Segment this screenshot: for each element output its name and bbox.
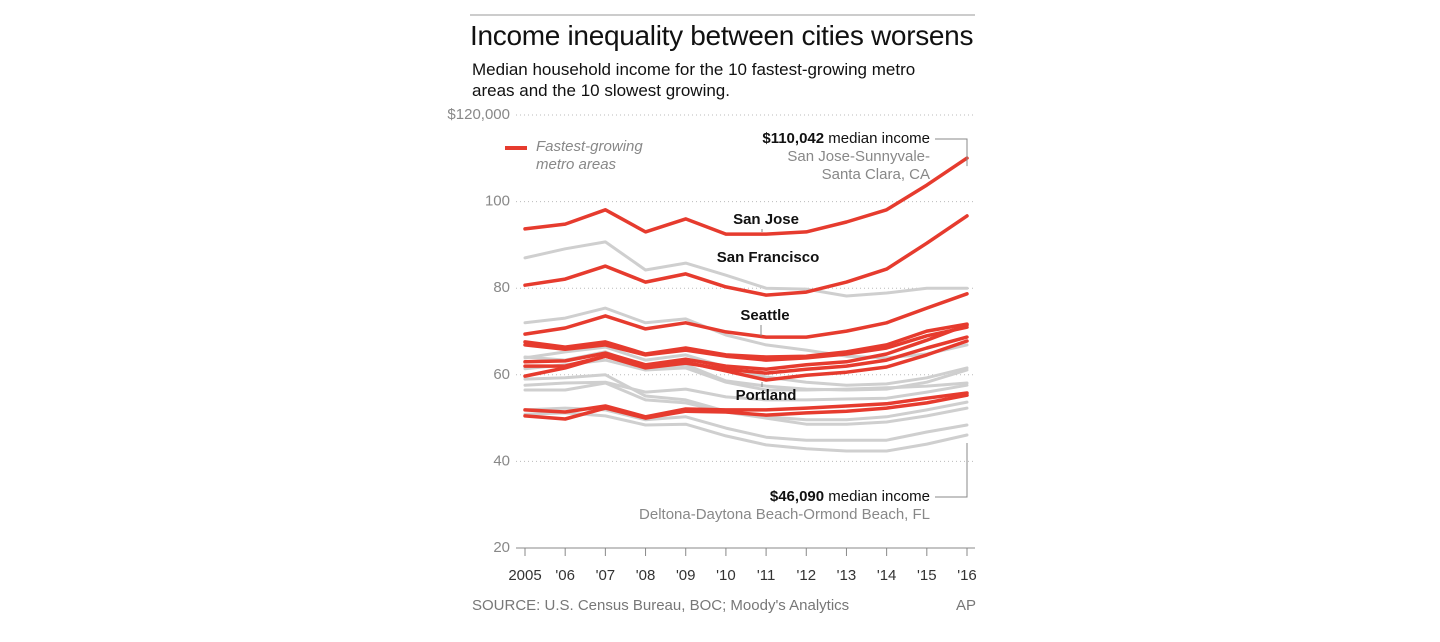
x-tick-label: '06	[555, 567, 575, 584]
series-line	[523, 214, 969, 297]
x-tick-label: '16	[957, 567, 977, 584]
chart-title: Income inequality between cities worsens	[470, 20, 974, 51]
series-line	[523, 411, 969, 453]
series-line	[523, 156, 969, 236]
annotation-connector	[935, 138, 968, 167]
annotation-connector	[935, 443, 968, 498]
series-line	[523, 240, 969, 298]
annotation-place: San Jose-Sunnyvale-Santa Clara, CA	[787, 148, 930, 183]
series-label: Portland	[736, 387, 797, 404]
x-tick-label: '09	[676, 567, 696, 584]
x-tick-label: '10	[716, 567, 736, 584]
x-tick-label: '07	[596, 567, 616, 584]
annotation-value: $46,090	[769, 488, 825, 505]
y-tick-label: 100	[485, 193, 510, 210]
chart-subtitle: Median household income for the 10 faste…	[472, 60, 916, 100]
series-label: San Jose	[733, 211, 799, 228]
series-line	[523, 322, 969, 359]
x-tick-label: '12	[796, 567, 816, 584]
series-line	[523, 393, 969, 421]
y-tick-label: 20	[493, 539, 510, 556]
credit: AP	[956, 597, 977, 614]
series-line	[523, 292, 969, 339]
series-line	[523, 391, 969, 419]
annotation-text: median income	[828, 130, 930, 147]
annotation-value: $110,042	[762, 130, 825, 147]
series-line	[523, 339, 969, 382]
series-label: Seattle	[740, 307, 789, 324]
x-tick-label: 2005	[508, 567, 541, 584]
annotation-place: Deltona-Daytona Beach-Ormond Beach, FL	[639, 506, 930, 523]
series-line	[523, 323, 969, 371]
x-tick-label: '15	[917, 567, 937, 584]
series-line	[523, 380, 969, 402]
y-tick-label: 60	[493, 366, 510, 383]
legend-label: Fastest-growing metro areas	[536, 138, 643, 173]
y-tick-label: 80	[493, 279, 510, 296]
source: SOURCE: U.S. Census Bureau, BOC; Moody's…	[472, 597, 850, 614]
x-tick-label: '11	[757, 567, 775, 584]
x-tick-label: '08	[636, 567, 656, 584]
series-label: San Francisco	[717, 249, 820, 266]
annotation: $46,090 median income Deltona-Daytona Be…	[600, 488, 930, 524]
y-tick-label: $120,000	[447, 106, 510, 123]
x-tick-label: '13	[837, 567, 857, 584]
y-tick-label: 40	[493, 452, 510, 469]
series-line	[523, 325, 969, 362]
annotation-text: median income	[828, 488, 930, 505]
x-tick-label: '14	[877, 567, 897, 584]
annotation: $110,042 median income San Jose-Sunnyval…	[740, 130, 930, 184]
